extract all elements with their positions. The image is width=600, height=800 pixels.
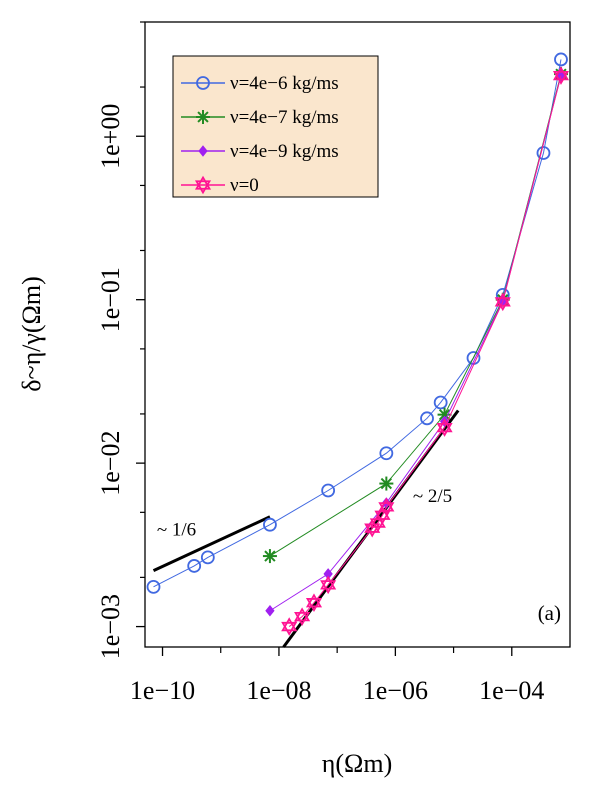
axes: 1e−10 1e−08 1e−06 1e−04 1e−03 1e−02 1e−01 1e+00 <box>96 21 544 705</box>
legend-marker <box>196 76 210 90</box>
data-point <box>536 146 551 160</box>
legend-entry: ν=4e−7 kg/ms <box>181 107 339 128</box>
x-tick-label: 1e−08 <box>246 676 311 705</box>
legend-entry: ν=4e−9 kg/ms <box>181 141 339 162</box>
data-point <box>437 407 452 422</box>
data-point <box>494 292 511 312</box>
series-line <box>288 75 562 627</box>
x-tick-label: 1e−10 <box>130 676 195 705</box>
reference-line <box>152 515 271 572</box>
data-point <box>265 604 275 617</box>
data-point <box>420 411 434 426</box>
legend-label: ν=4e−6 kg/ms <box>230 73 339 94</box>
data-point <box>281 617 298 636</box>
data-point <box>294 607 311 626</box>
legend-label: ν=4e−7 kg/ms <box>230 107 339 128</box>
data-point <box>378 497 395 517</box>
reference-line-label: ~ 2/5 <box>413 486 452 507</box>
reference-line <box>282 409 460 648</box>
data-point <box>554 52 568 67</box>
reference-line-label: ~ 1/6 <box>157 520 196 541</box>
legend-entry: ν=0 <box>181 175 259 196</box>
data-point <box>379 476 394 491</box>
legend-marker <box>194 175 212 195</box>
y-tick-label: 1e−01 <box>96 267 125 332</box>
data-point <box>305 593 323 613</box>
data-point <box>263 517 277 532</box>
data-point <box>379 446 394 461</box>
data-point <box>262 549 277 564</box>
plot-frame <box>144 21 571 648</box>
legend-marker <box>196 110 210 124</box>
legend-marker <box>198 145 208 157</box>
data-point <box>320 575 337 595</box>
data-point <box>321 483 336 498</box>
data-point <box>187 559 202 573</box>
y-axis-title: δ~η/γ(Ωm) <box>17 276 46 392</box>
series-4 <box>281 66 570 636</box>
data-point <box>552 66 570 85</box>
data-point <box>436 418 453 437</box>
legend: ν=4e−6 kg/ms ν=4e−7 kg/ms ν=4e−9 kg/ms ν=0 <box>172 55 379 198</box>
plot-series <box>146 52 570 636</box>
reference-lines: ~ 1/6 ~ 2/5 <box>152 409 460 648</box>
legend-label: ν=0 <box>230 175 259 196</box>
data-point <box>146 579 161 594</box>
y-tick-label: 1e−03 <box>96 594 125 659</box>
x-axis-title: η(Ωm) <box>322 749 392 778</box>
legend-entry: ν=4e−6 kg/ms <box>181 73 339 94</box>
series-line <box>153 59 562 588</box>
y-tick-label: 1e−02 <box>96 431 125 496</box>
series-1 <box>146 52 568 594</box>
x-tick-label: 1e−04 <box>479 676 544 705</box>
y-tick-label: 1e+00 <box>96 104 125 169</box>
x-tick-label: 1e−06 <box>363 676 428 705</box>
data-point <box>433 395 448 410</box>
data-point <box>200 550 215 565</box>
panel-label: (a) <box>538 601 561 625</box>
legend-label: ν=4e−9 kg/ms <box>230 141 339 162</box>
